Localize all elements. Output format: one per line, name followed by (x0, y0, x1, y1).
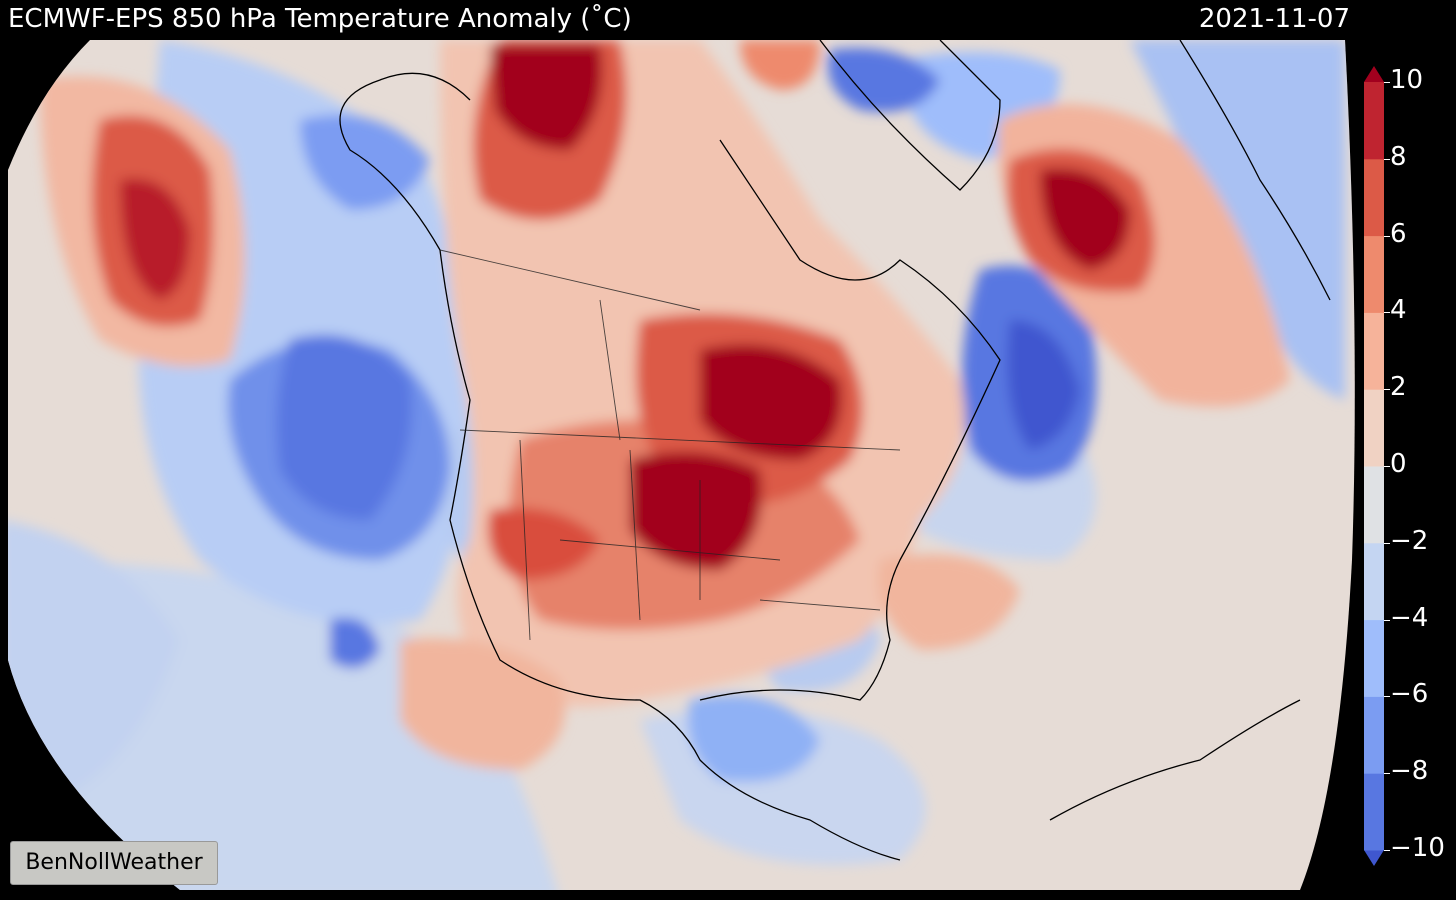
colorbar-bin (1364, 619, 1384, 697)
chart-title: ECMWF-EPS 850 hPa Temperature Anomaly (˚… (8, 4, 632, 34)
anomaly-fields (8, 40, 1345, 890)
colorbar-bin (1364, 235, 1384, 313)
colorbar-bin (1364, 696, 1384, 774)
colorbar-tick-mark (1384, 619, 1390, 621)
colorbar-tick-label: 10 (1390, 65, 1424, 95)
colorbar-extend-low (1364, 850, 1384, 866)
colorbar-bin (1364, 773, 1384, 851)
coastlines (339, 40, 1331, 861)
boundaries (439, 249, 901, 641)
colorbar-tick-mark (1384, 773, 1390, 775)
colorbar-tick-mark (1384, 389, 1390, 391)
colorbar-bin (1364, 82, 1384, 160)
colorbar-tick-label: 6 (1390, 218, 1407, 249)
colorbar-tick-label: −2 (1390, 525, 1429, 556)
colorbar-tick-mark (1384, 542, 1390, 544)
colorbar-tick-mark (1384, 82, 1390, 83)
colorbar-tick-label: −4 (1390, 602, 1429, 633)
colorbar-tick-mark (1384, 312, 1390, 314)
colorbar-tick-label: 2 (1390, 372, 1407, 403)
colorbar-bin (1364, 389, 1384, 467)
colorbar-extend-high (1364, 66, 1384, 82)
colorbar-tick-label: −8 (1390, 756, 1429, 787)
colorbar-tick-mark (1384, 696, 1390, 698)
colorbar-tick-label: −10 (1390, 833, 1445, 863)
colorbar-bin (1364, 158, 1384, 237)
colorbar-tick-mark (1384, 158, 1390, 160)
colorbar-tick-label: 0 (1390, 449, 1407, 479)
colorbar-tick-label: 8 (1390, 141, 1407, 172)
colorbar-tick-mark (1384, 235, 1390, 237)
colorbar-tick-mark (1384, 466, 1390, 467)
colorbar-tick-label: 4 (1390, 295, 1407, 326)
colorbar-bin (1364, 312, 1384, 390)
colorbar-bin (1364, 542, 1384, 621)
credit-badge: BenNollWeather (10, 841, 218, 885)
valid-date: 2021-11-07 (1198, 4, 1350, 34)
colorbar-tick-label: −6 (1390, 679, 1429, 710)
colorbar-tick-mark (1384, 850, 1390, 851)
colorbar (1364, 66, 1384, 866)
colorbar-bin (1364, 466, 1384, 544)
